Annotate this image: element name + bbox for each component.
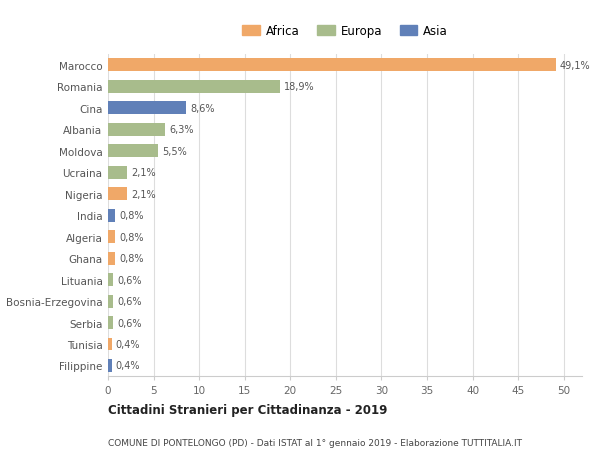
Bar [108, 167, 127, 179]
Bar [108, 81, 280, 94]
Text: 5,5%: 5,5% [162, 146, 187, 157]
Text: 6,3%: 6,3% [169, 125, 194, 135]
Text: 2,1%: 2,1% [131, 168, 155, 178]
Text: 8,6%: 8,6% [190, 104, 215, 114]
Bar [108, 145, 158, 158]
Text: 0,6%: 0,6% [117, 297, 142, 307]
Bar [108, 231, 115, 244]
Text: 49,1%: 49,1% [559, 61, 590, 71]
Bar [108, 338, 112, 351]
Bar [108, 59, 556, 72]
Text: 0,8%: 0,8% [119, 253, 143, 263]
Text: Cittadini Stranieri per Cittadinanza - 2019: Cittadini Stranieri per Cittadinanza - 2… [108, 403, 388, 416]
Text: 0,6%: 0,6% [117, 318, 142, 328]
Legend: Africa, Europa, Asia: Africa, Europa, Asia [237, 20, 453, 43]
Bar [108, 274, 113, 286]
Bar [108, 123, 166, 136]
Text: 0,6%: 0,6% [117, 275, 142, 285]
Bar [108, 209, 115, 222]
Text: 0,8%: 0,8% [119, 211, 143, 221]
Bar [108, 102, 187, 115]
Text: 0,4%: 0,4% [115, 339, 140, 349]
Bar [108, 359, 112, 372]
Text: COMUNE DI PONTELONGO (PD) - Dati ISTAT al 1° gennaio 2019 - Elaborazione TUTTITA: COMUNE DI PONTELONGO (PD) - Dati ISTAT a… [108, 438, 522, 447]
Text: 0,4%: 0,4% [115, 361, 140, 371]
Text: 18,9%: 18,9% [284, 82, 314, 92]
Bar [108, 188, 127, 201]
Text: 2,1%: 2,1% [131, 189, 155, 199]
Bar [108, 295, 113, 308]
Bar [108, 316, 113, 329]
Bar [108, 252, 115, 265]
Text: 0,8%: 0,8% [119, 232, 143, 242]
